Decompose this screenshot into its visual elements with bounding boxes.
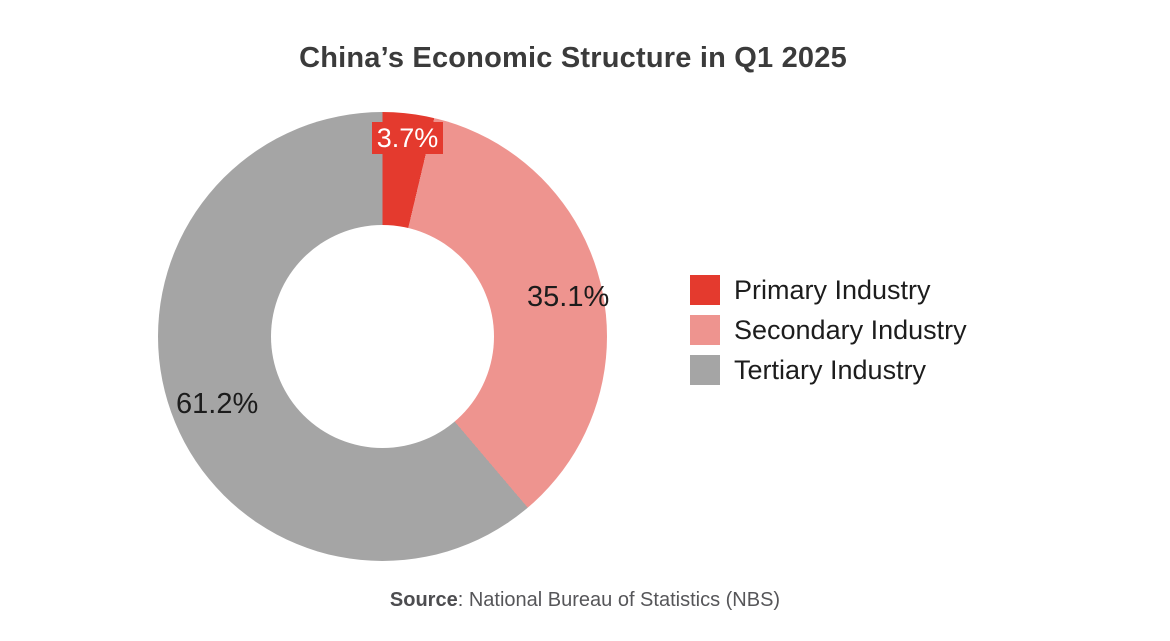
legend-item-tertiary: Tertiary Industry bbox=[690, 355, 967, 385]
legend-label: Secondary Industry bbox=[734, 314, 967, 345]
legend-label: Primary Industry bbox=[734, 274, 931, 305]
donut-chart bbox=[158, 112, 607, 561]
legend-swatch bbox=[690, 315, 720, 345]
slice-label-secondary: 35.1% bbox=[527, 281, 610, 313]
chart-title: China’s Economic Structure in Q1 2025 bbox=[299, 42, 847, 74]
legend-item-primary: Primary Industry bbox=[690, 275, 967, 305]
source-note: Source: National Bureau of Statistics (N… bbox=[0, 589, 1170, 612]
legend-label: Tertiary Industry bbox=[734, 354, 927, 385]
legend-swatch bbox=[690, 275, 720, 305]
legend-swatch bbox=[690, 355, 720, 385]
legend-item-secondary: Secondary Industry bbox=[690, 315, 967, 345]
slice-label-tertiary: 61.2% bbox=[176, 388, 259, 420]
chart-legend: Primary Industry Secondary Industry Tert… bbox=[690, 275, 967, 395]
source-prefix-label: Source bbox=[389, 589, 458, 611]
source-text: : National Bureau of Statistics (NBS) bbox=[457, 589, 781, 611]
donut-hole bbox=[271, 225, 494, 448]
slice-label-primary: 3.7% bbox=[372, 122, 443, 154]
